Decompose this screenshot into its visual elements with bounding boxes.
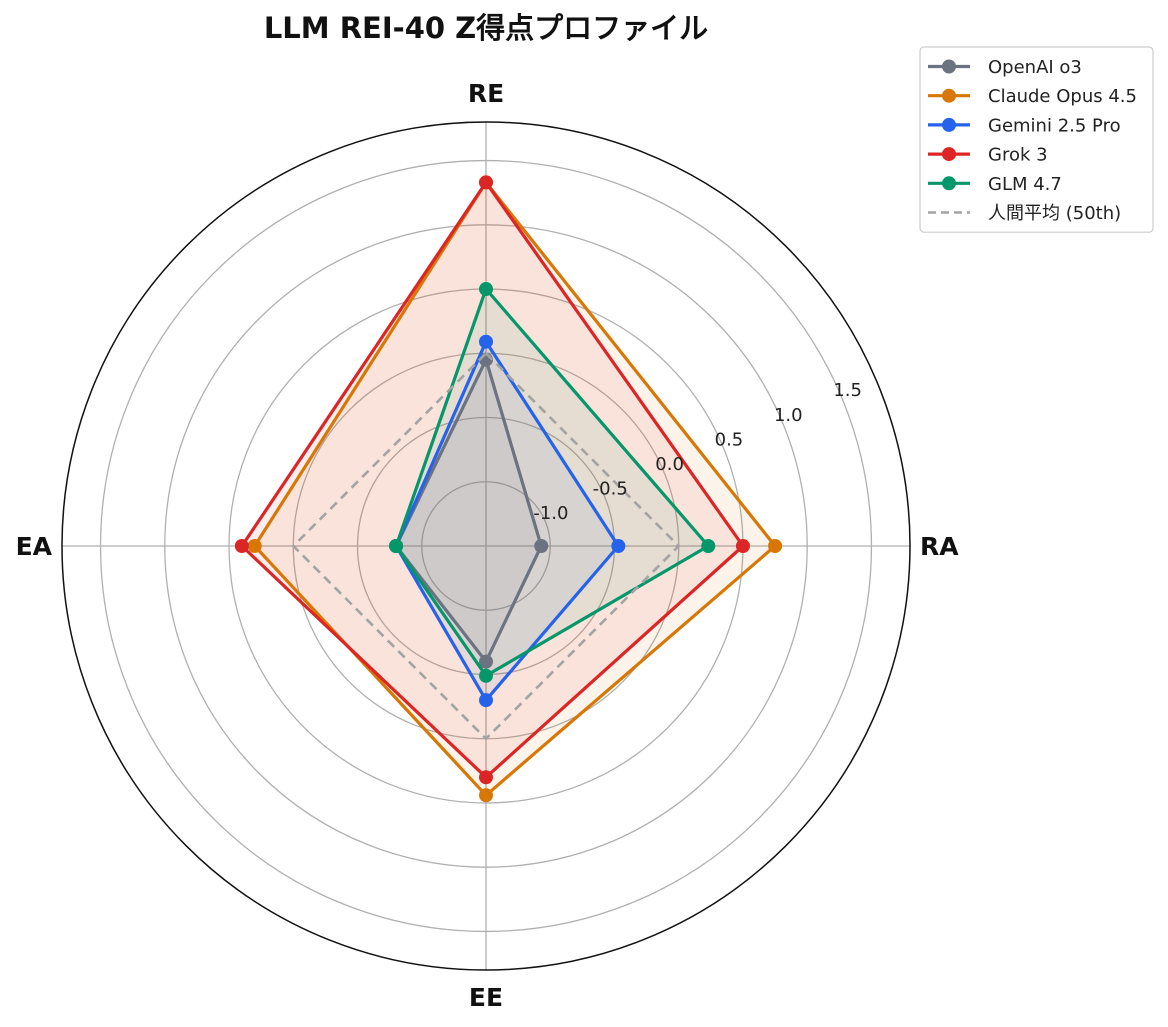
legend-marker [942, 176, 956, 191]
data-point [479, 282, 493, 297]
radial-tick-label: 1.0 [774, 405, 803, 426]
legend-entry: 人間平均 (50th) [988, 203, 1121, 224]
legend-marker [942, 117, 956, 132]
legend: OpenAI o3 Claude Opus 4.5 Gemini 2.5 Pro Gr… [919, 46, 1154, 233]
axis-label: RA [920, 532, 959, 561]
legend-marker [942, 59, 956, 74]
data-point [247, 539, 262, 553]
data-point [234, 539, 249, 553]
radial-tick-label: 0.0 [655, 454, 684, 475]
legend-box [919, 46, 1154, 233]
data-point [479, 334, 493, 349]
chart-title: LLM REI-40 Z得点プロファイル [264, 11, 708, 45]
radial-tick-label: 0.5 [715, 429, 744, 450]
series-fills [241, 182, 776, 796]
legend-entry: GLM 4.7 [988, 174, 1062, 195]
axis-label: RE [468, 79, 504, 108]
radial-tick-label: -0.5 [593, 479, 628, 500]
series-fill [396, 359, 542, 662]
data-point [611, 539, 626, 553]
outer-frame [61, 121, 911, 971]
legend-entry: OpenAI o3 [988, 57, 1082, 78]
legend-entry: Gemini 2.5 Pro [988, 115, 1121, 136]
radial-tick-labels: -1.0 -0.5 0.0 0.5 1.0 1.5 [533, 380, 862, 524]
legend-entry: Grok 3 [988, 145, 1048, 166]
series-fill [241, 182, 743, 778]
data-point [479, 693, 493, 708]
series-line [291, 351, 681, 741]
series-lines [234, 175, 783, 803]
axis-labels: RE RA EE EA [16, 79, 960, 1012]
data-point [479, 175, 493, 190]
data-point [701, 539, 716, 553]
data-point [479, 770, 493, 785]
legend-marker [942, 88, 956, 103]
data-point [735, 539, 750, 553]
radial-tick-label: 1.5 [833, 380, 862, 401]
data-point [534, 539, 549, 553]
radial-tick-label: -1.0 [533, 503, 568, 524]
data-point [479, 668, 493, 683]
axis-label: EA [16, 532, 53, 561]
legend-marker [942, 147, 956, 162]
data-point [768, 539, 783, 553]
axis-label: EE [469, 983, 503, 1012]
data-point [479, 788, 493, 803]
data-point [389, 539, 404, 553]
series-fill [254, 182, 776, 796]
data-point [479, 654, 493, 669]
legend-entry: Claude Opus 4.5 [988, 86, 1137, 107]
